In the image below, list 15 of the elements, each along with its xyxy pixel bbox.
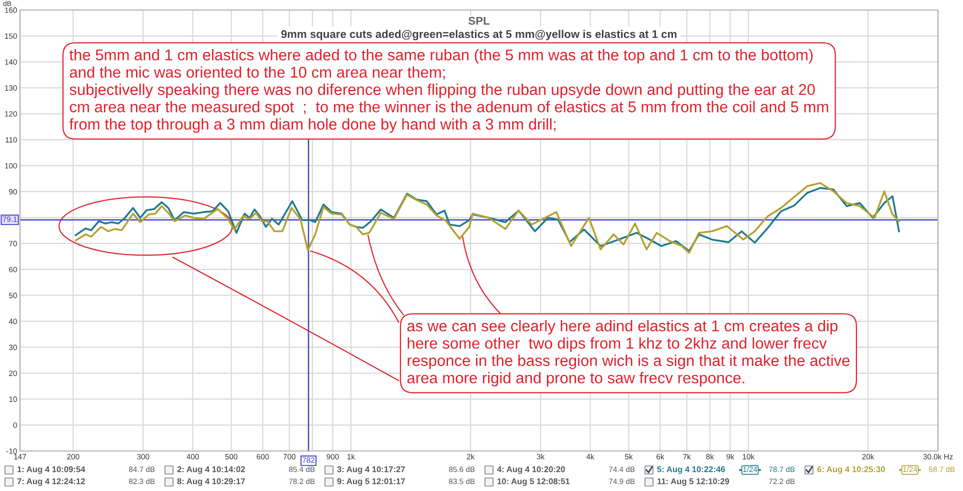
chart-title: SPL xyxy=(468,16,490,25)
text: 4: Aug 4 10:20:20 xyxy=(497,466,565,474)
text: 10: Aug 5 12:08:51 xyxy=(498,478,570,486)
text: 11: Aug 5 12:10:29 xyxy=(658,478,730,486)
text: 9mm square cuts aded@green=elastics at 5 mm@yellow is elastics at 1 cm xyxy=(281,30,676,40)
text: 9: Aug 5 12:01:17 xyxy=(337,478,405,486)
text: 5: Aug 4 10:22:46 xyxy=(657,466,725,474)
text: 6: Aug 4 10:25:30 xyxy=(817,466,885,474)
text: 7: Aug 4 12:24:12 xyxy=(17,478,85,486)
annotation: as we can see clearly here adind elastics at 1 cm creates a dip here some other two dips from 1 khz to 2khz and lower frecv responce in the bass region wich is a sign that it make the active area more rigid and prone to saw frecv responce. xyxy=(407,320,850,386)
text: 3: Aug 4 10:17:27 xyxy=(337,466,405,474)
text: 1: Aug 4 10:09:54 xyxy=(18,466,86,474)
text: 2: Aug 4 10:14:02 xyxy=(177,466,245,474)
text: 8: Aug 4 10:29:17 xyxy=(177,478,245,486)
annotation: the 5mm and 1 cm elastics where aded to the same ruban (the 5 mm was at the top and 1 cm to the bottom) and the mic was oriented to the 10 cm area near them; subjectivelly speaking there was no diference when flipping the ruban upsyde down and putting the ear at 20 cm area near the measured spot ; to me the winner is the adenum of elastics at 5 mm from the coil and 5 mm from the top through a 3 mm diam hole done by hand with a 3 mm drill; xyxy=(69,49,828,133)
